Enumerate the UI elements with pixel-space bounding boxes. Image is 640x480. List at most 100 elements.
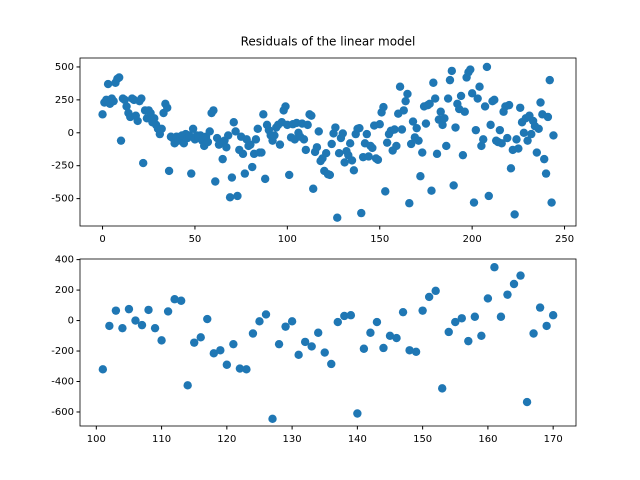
point [340,311,349,321]
point [301,145,311,155]
point [429,78,438,87]
point [333,317,342,327]
point [436,107,445,116]
point [133,116,142,126]
point [497,139,506,148]
point [427,186,436,195]
point [405,346,414,355]
point [442,141,451,151]
y-tick-label: 0 [68,316,74,327]
point [458,150,468,160]
x-tick-label: 0 [99,234,105,245]
point [408,117,418,126]
point [512,135,521,144]
point [240,169,250,178]
point [477,331,486,340]
x-tick-label: 120 [217,434,236,445]
point [248,162,257,172]
x-tick-label: 160 [478,434,497,445]
point [114,73,124,82]
point [137,320,147,330]
point [425,99,434,109]
point [331,123,340,132]
point [203,314,212,324]
point [430,94,440,103]
y-tick-label: 250 [55,95,74,106]
point [299,135,309,144]
point [460,107,469,116]
point [545,75,554,85]
point [547,198,556,207]
point [242,365,251,374]
point [222,143,231,152]
x-tick-label: 110 [152,434,171,445]
point [405,199,414,208]
x-tick-label: 150 [370,234,389,245]
point [274,339,284,349]
point [281,322,290,331]
y-tick-label: -250 [51,161,74,172]
point [120,95,129,105]
point [300,337,310,347]
y-tick-label: -200 [51,346,74,357]
point [320,348,329,357]
point [150,114,159,123]
point [233,191,242,201]
point [124,304,134,314]
point [490,263,499,272]
x-tick-label: 100 [87,434,106,445]
point [451,123,460,132]
point [98,110,107,119]
point [385,331,395,340]
point [406,139,416,149]
point [475,82,484,91]
x-tick-label: 250 [555,234,574,245]
point [259,110,268,119]
point [445,75,455,85]
point [438,120,447,130]
subplot: Residuals of the linear model 0 50 100 150 20… [51,35,577,245]
point [122,102,131,111]
point [255,317,264,326]
point [399,106,408,115]
x-tick-label: 50 [189,234,202,245]
point [509,279,519,289]
point [392,141,401,151]
point [260,174,270,184]
point [261,310,271,319]
point [519,128,529,137]
point [375,120,384,129]
point [486,120,495,130]
point [109,96,118,106]
point [333,213,342,222]
point [209,106,218,115]
point [357,208,366,218]
point [479,135,488,144]
point [150,323,160,333]
point [224,131,233,140]
point [382,138,392,147]
point [534,124,543,134]
y-tick-label: -600 [51,407,74,418]
point [157,124,166,134]
point [338,129,347,138]
point [516,271,525,280]
point [514,144,523,153]
point [503,133,512,143]
point [268,414,277,424]
y-tick-label: 200 [55,285,74,296]
point [327,359,336,369]
point [303,120,312,130]
point [510,210,519,219]
point [401,96,410,106]
point [312,143,322,152]
point [222,360,232,369]
point [373,155,383,164]
point [225,193,235,202]
point [390,125,399,134]
point [294,350,303,360]
point [522,397,532,407]
point [334,148,344,158]
point [541,169,551,178]
